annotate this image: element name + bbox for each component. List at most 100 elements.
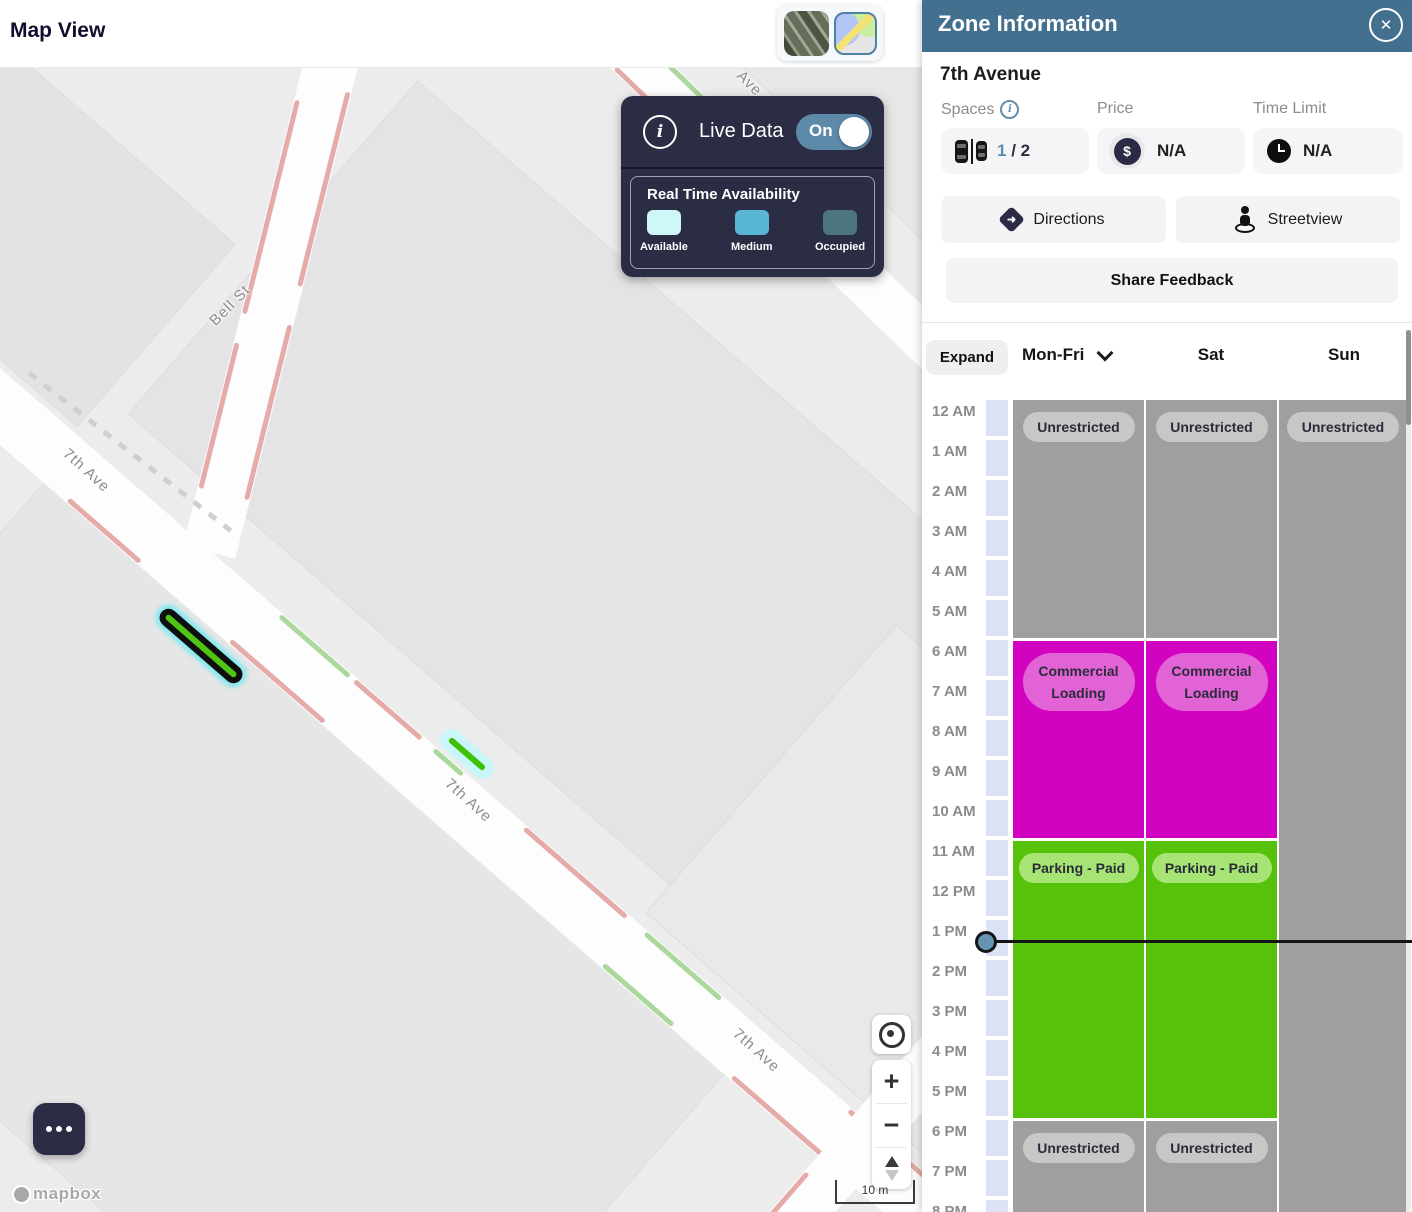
compass-button[interactable]	[872, 1148, 911, 1189]
hour-label: 4 AM	[932, 563, 968, 580]
zone-name: 7th Avenue	[940, 64, 1042, 85]
share-feedback-button[interactable]: Share Feedback	[946, 258, 1398, 303]
schedule-block-parking-paid[interactable]: Parking - Paid	[1146, 841, 1277, 1118]
geolocate-icon	[878, 1021, 905, 1048]
price-label: Price	[1097, 100, 1134, 117]
schedule-block-commercial-loading[interactable]: Commercial Loading	[1013, 641, 1144, 838]
hour-label: 1 AM	[932, 443, 968, 460]
spaces-label: Spaces i	[941, 100, 1020, 119]
panel-title: Zone Information	[938, 11, 1118, 36]
zoom-out-button[interactable]: −	[883, 1110, 900, 1140]
curb-line-pink	[241, 99, 301, 315]
medium-swatch	[735, 210, 769, 235]
hour-label: 7 PM	[932, 1163, 968, 1180]
mapbox-attribution[interactable]: mapbox	[14, 1184, 101, 1204]
schedule-column-sun: Unrestricted	[1279, 330, 1407, 1212]
hour-label: 12 PM	[932, 883, 976, 900]
legend-label-available: Available	[640, 241, 688, 253]
schedule-block-unrestricted[interactable]: Unrestricted	[1146, 1121, 1277, 1212]
hour-label: 3 AM	[932, 523, 968, 540]
scrollbar-thumb[interactable]	[1406, 330, 1411, 425]
hour-label: 6 AM	[932, 643, 968, 660]
toggle-knob	[839, 117, 869, 147]
schedule-block-unrestricted[interactable]: Unrestricted	[1279, 400, 1407, 1212]
schedule-block-unrestricted[interactable]: Unrestricted	[1013, 1121, 1144, 1212]
schedule-block-unrestricted[interactable]: Unrestricted	[1146, 400, 1277, 638]
more-options-button[interactable]	[33, 1103, 85, 1155]
streets-style-button[interactable]	[833, 11, 877, 55]
streetview-pegman-icon	[1234, 206, 1256, 233]
zoom-in-button[interactable]: +	[883, 1066, 900, 1096]
schedule-scrollbar[interactable]	[1406, 330, 1411, 1212]
dot-icon	[46, 1126, 52, 1132]
occupied-swatch	[823, 210, 857, 235]
mapbox-logo-text: mapbox	[33, 1184, 102, 1203]
current-time-line	[986, 940, 1412, 943]
panel-header: Zone Information ✕	[922, 0, 1412, 52]
schedule-block-commercial-loading[interactable]: Commercial Loading	[1146, 641, 1277, 838]
info-icon[interactable]: i	[643, 114, 677, 149]
block-label: Commercial Loading	[1022, 653, 1135, 711]
satellite-style-button[interactable]	[783, 10, 829, 56]
hour-label: 8 PM	[932, 1203, 968, 1212]
map-scale: 10 m	[835, 1180, 915, 1204]
schedule-column-mon-fri: Unrestricted Commercial Loading Parking …	[1013, 330, 1144, 1212]
map-style-switcher	[777, 5, 883, 61]
curb-line-pink	[730, 1075, 833, 1165]
map-canvas[interactable]: Bell St 7th Ave 7th Ave 7th Ave Ave i Li…	[0, 67, 922, 1212]
price-icon-ring: $	[1109, 133, 1145, 169]
hour-label: 4 PM	[932, 1043, 968, 1060]
geolocate-button[interactable]	[872, 1015, 911, 1054]
mon-fri-label: Mon-Fri	[1022, 345, 1085, 364]
hour-label: 8 AM	[932, 723, 968, 740]
hour-label: 3 PM	[932, 1003, 968, 1020]
schedule-block-unrestricted[interactable]: Unrestricted	[1013, 400, 1144, 638]
divider	[922, 322, 1412, 323]
dot-icon	[56, 1126, 62, 1132]
hour-label: 7 AM	[932, 683, 968, 700]
mapbox-logo-icon	[14, 1186, 29, 1202]
toggle-state-label: On	[809, 121, 833, 140]
spaces-current: 1	[997, 141, 1007, 160]
price-value-box: $ N/A	[1097, 128, 1245, 174]
curb-line-pink	[353, 679, 423, 741]
day-header-mon-fri[interactable]: Mon-Fri	[1022, 344, 1114, 365]
hour-label: 1 PM	[932, 923, 968, 940]
hour-label: 2 AM	[932, 483, 968, 500]
schedule-grid: Expand Mon-Fri Sat Sun 12 AM 1 AM 2 AM 3…	[922, 330, 1412, 1212]
expand-button[interactable]: Expand	[926, 340, 1008, 375]
dot-icon	[66, 1126, 72, 1132]
page-title: Map View	[10, 19, 106, 42]
day-header-sun: Sun	[1327, 345, 1361, 364]
live-data-row: i Live Data On	[621, 96, 884, 169]
legend-label-occupied: Occupied	[815, 241, 866, 253]
streetview-button[interactable]: Streetview	[1176, 196, 1400, 243]
live-data-panel: i Live Data On Real Time Availability Av…	[621, 96, 884, 277]
directions-button[interactable]: ➜ Directions	[941, 196, 1166, 243]
directions-label: Directions	[1033, 210, 1105, 228]
time-limit-label: Time Limit	[1253, 100, 1327, 117]
block-label: Parking - Paid	[1018, 853, 1139, 883]
hour-tick-column	[986, 400, 1008, 1212]
compass-south-icon	[884, 1170, 899, 1181]
hour-label: 6 PM	[932, 1123, 968, 1140]
spaces-info-icon[interactable]: i	[1000, 100, 1020, 119]
current-time-handle[interactable]	[975, 931, 997, 953]
day-header-sat: Sat	[1197, 345, 1225, 364]
spaces-value-box: 1 / 2	[941, 128, 1089, 174]
zone-information-panel: Zone Information ✕ 7th Avenue Spaces i P…	[922, 0, 1412, 1212]
block-label: Unrestricted	[1287, 412, 1399, 442]
compass-north-icon	[884, 1156, 899, 1167]
curb-line-pink	[522, 826, 628, 920]
price-value: N/A	[1157, 141, 1187, 160]
curb-line-pink	[720, 1171, 810, 1212]
live-data-toggle[interactable]: On	[796, 114, 872, 150]
map-section: Bell St 7th Ave 7th Ave 7th Ave Ave i Li…	[0, 5, 922, 1212]
schedule-column-sat: Unrestricted Commercial Loading Parking …	[1146, 330, 1277, 1212]
schedule-block-parking-paid[interactable]: Parking - Paid	[1013, 841, 1144, 1118]
directions-icon: ➜	[998, 206, 1026, 233]
close-icon[interactable]: ✕	[1369, 8, 1403, 42]
spaces-label-text: Spaces	[941, 100, 995, 118]
hour-label: 5 PM	[932, 1083, 968, 1100]
availability-legend: Real Time Availability Available Medium …	[630, 176, 875, 269]
